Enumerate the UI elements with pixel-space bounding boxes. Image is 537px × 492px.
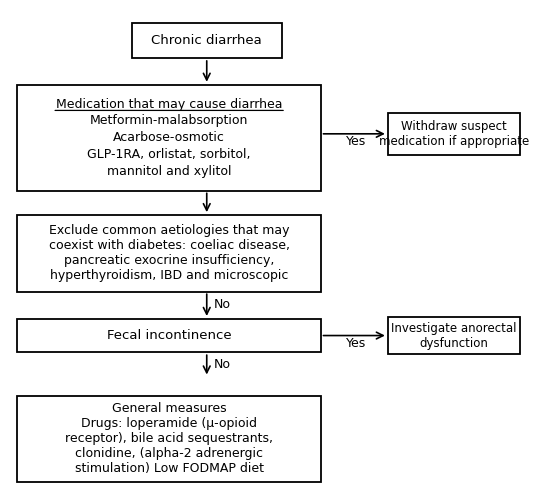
Text: GLP-1RA, orlistat, sorbitol,: GLP-1RA, orlistat, sorbitol, [88, 148, 251, 161]
Text: Fecal incontinence: Fecal incontinence [107, 329, 231, 342]
Text: mannitol and xylitol: mannitol and xylitol [107, 165, 231, 178]
FancyBboxPatch shape [388, 113, 519, 154]
FancyBboxPatch shape [132, 23, 282, 58]
Text: Exclude common aetiologies that may
coexist with diabetes: coeliac disease,
panc: Exclude common aetiologies that may coex… [49, 224, 289, 282]
Text: No: No [214, 298, 231, 310]
FancyBboxPatch shape [18, 396, 321, 482]
Text: Medication that may cause diarrhea: Medication that may cause diarrhea [56, 97, 282, 111]
FancyBboxPatch shape [18, 215, 321, 291]
Text: No: No [214, 358, 231, 370]
Text: Yes: Yes [346, 135, 367, 148]
FancyBboxPatch shape [18, 85, 321, 190]
Text: Metformin-malabsorption: Metformin-malabsorption [90, 114, 248, 127]
Text: Investigate anorectal
dysfunction: Investigate anorectal dysfunction [391, 322, 517, 349]
Text: General measures
Drugs: loperamide (μ-opioid
receptor), bile acid sequestrants,
: General measures Drugs: loperamide (μ-op… [65, 402, 273, 475]
FancyBboxPatch shape [18, 319, 321, 352]
Text: Yes: Yes [346, 337, 367, 350]
FancyBboxPatch shape [388, 317, 519, 354]
Text: Chronic diarrhea: Chronic diarrhea [151, 34, 262, 47]
Text: Withdraw suspect
medication if appropriate: Withdraw suspect medication if appropria… [379, 120, 529, 148]
Text: Acarbose-osmotic: Acarbose-osmotic [113, 131, 225, 144]
